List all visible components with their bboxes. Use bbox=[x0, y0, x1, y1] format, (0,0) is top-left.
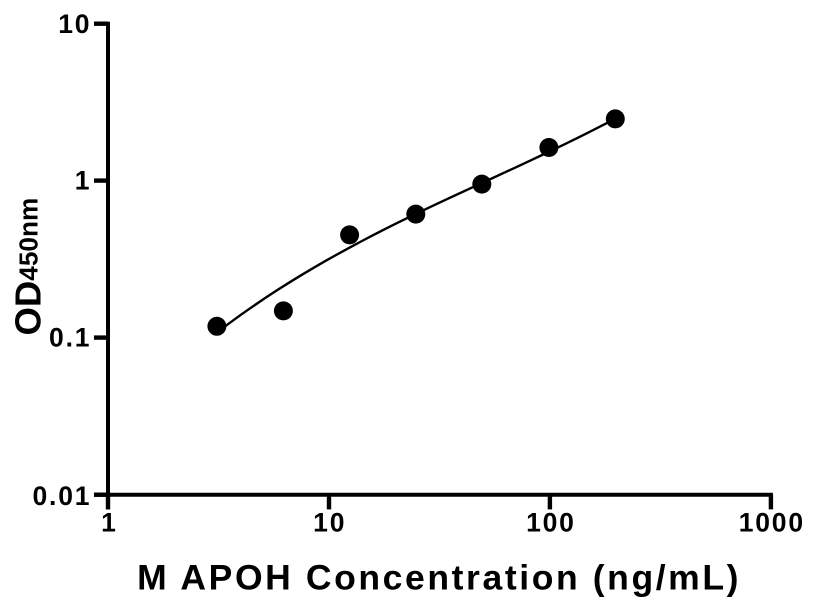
svg-text:0.1: 0.1 bbox=[49, 323, 91, 353]
svg-text:0.01: 0.01 bbox=[33, 481, 92, 511]
svg-text:M APOH Concentration (ng/mL): M APOH Concentration (ng/mL) bbox=[137, 557, 741, 597]
svg-text:10: 10 bbox=[58, 9, 91, 39]
svg-text:10: 10 bbox=[313, 508, 346, 538]
svg-text:100: 100 bbox=[526, 508, 576, 538]
svg-text:1: 1 bbox=[101, 508, 118, 538]
svg-text:1: 1 bbox=[75, 166, 92, 196]
svg-text:OD450nm: OD450nm bbox=[8, 198, 49, 336]
svg-text:1000: 1000 bbox=[739, 508, 805, 538]
